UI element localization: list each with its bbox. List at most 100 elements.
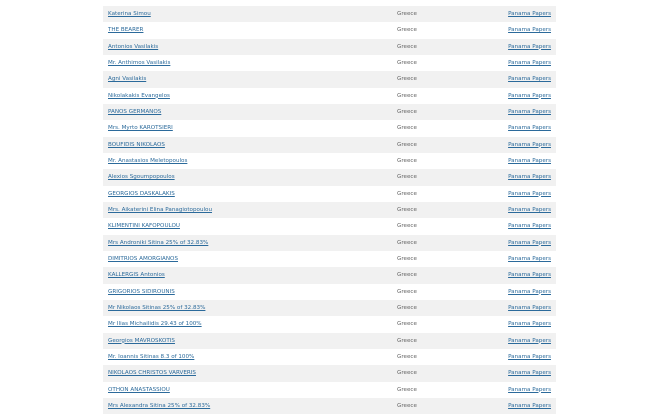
source-link[interactable]: Panama Papers: [508, 174, 551, 181]
table-row: Agni Vasilakis Greece Panama Papers: [103, 71, 556, 88]
entity-name-link[interactable]: Nikolakakis Evangelos: [108, 92, 170, 99]
entity-name-link[interactable]: Mr Ilias Michailidis 29.43 of 100%: [108, 321, 202, 328]
table-row: Katerina Simou Greece Panama Papers: [103, 6, 556, 23]
table-row: THE BEARER Greece Panama Papers: [103, 22, 556, 38]
source-link[interactable]: Panama Papers: [508, 304, 551, 311]
country-cell: Greece: [397, 353, 417, 360]
source-link[interactable]: Panama Papers: [508, 370, 551, 377]
country-cell: Greece: [397, 141, 417, 148]
country-cell: Greece: [397, 125, 417, 132]
table-row: Mr. Anastasios Meletopoulos Greece Panama …: [103, 153, 556, 169]
entity-name-link[interactable]: BOUFIDIS NIKOLAOS: [108, 141, 165, 148]
entity-name-link[interactable]: KALLERGIS Antonios: [108, 272, 165, 279]
table-row: KLIMENTINI KAFOPOULOU Greece Panama Papers: [103, 218, 556, 234]
table-row: GRIGORIOS SIDIROUNIS Greece Panama Papers: [103, 284, 556, 300]
source-link[interactable]: Panama Papers: [508, 255, 551, 262]
table-row: Mrs Androniki Sitina 25% of 32.83% Greece…: [103, 234, 556, 251]
source-link[interactable]: Panama Papers: [508, 59, 551, 66]
table-row: DIMITRIOS AMORGIANOS Greece Panama Papers: [103, 251, 556, 267]
country-cell: Greece: [397, 402, 417, 409]
source-link[interactable]: Panama Papers: [508, 206, 551, 213]
table-row: Antonios Vasilakis Greece Panama Papers: [103, 38, 556, 55]
table-row: Mr Ilias Michailidis 29.43 of 100% Greece…: [103, 316, 556, 332]
country-cell: Greece: [397, 239, 417, 246]
entity-name-link[interactable]: KLIMENTINI KAFOPOULOU: [108, 223, 180, 230]
entity-name-link[interactable]: Mr. Anastasios Meletopoulos: [108, 157, 188, 164]
entity-name-link[interactable]: OTHON ANASTASSIOU: [108, 386, 170, 393]
entity-name-link[interactable]: GEORGIOS DASKALAKIS: [108, 190, 175, 197]
country-cell: Greece: [397, 321, 417, 328]
entity-name-link[interactable]: Antonios Vasilakis: [108, 43, 159, 50]
country-cell: Greece: [397, 59, 417, 66]
country-cell: Greece: [397, 43, 417, 50]
entity-name-link[interactable]: Agni Vasilakis: [108, 76, 147, 83]
source-link[interactable]: Panama Papers: [508, 321, 551, 328]
source-link[interactable]: Panama Papers: [508, 386, 551, 393]
table-row: Alexios Sgoumpopoulos Greece Panama Papers: [103, 169, 556, 186]
country-cell: Greece: [397, 76, 417, 83]
source-link[interactable]: Panama Papers: [508, 190, 551, 197]
table-row: Georgios MAVROSKOTIS Greece Panama Papers: [103, 332, 556, 349]
entity-name-link[interactable]: GRIGORIOS SIDIROUNIS: [108, 288, 175, 295]
country-cell: Greece: [397, 304, 417, 311]
country-cell: Greece: [397, 92, 417, 99]
source-link[interactable]: Panama Papers: [508, 272, 551, 279]
table-row: Mrs. Aikaterini Elina Panagiotopoulou Gre…: [103, 201, 556, 219]
country-cell: Greece: [397, 11, 417, 17]
table-row: GEORGIOS DASKALAKIS Greece Panama Papers: [103, 186, 556, 202]
entity-name-link[interactable]: Mrs. Aikaterini Elina Panagiotopoulou: [108, 206, 213, 213]
entity-name-link[interactable]: Mrs Androniki Sitina 25% of 32.83%: [108, 239, 209, 246]
table-row: OTHON ANASTASSIOU Greece Panama Papers: [103, 382, 556, 398]
entity-name-link[interactable]: Katerina Simou: [108, 11, 151, 17]
source-link[interactable]: Panama Papers: [508, 76, 551, 83]
table-row: Mr. Anthimos Vasilakis Greece Panama Paper…: [103, 55, 556, 71]
country-cell: Greece: [397, 288, 417, 295]
country-cell: Greece: [397, 206, 417, 213]
table-row: NIKOLAOS CHRISTOS VARVERIS Greece Panama P…: [103, 365, 556, 382]
entity-name-link[interactable]: THE BEARER: [108, 27, 144, 34]
entity-name-link[interactable]: Mr. Ioannis Sitinas 8.3 of 100%: [108, 353, 195, 360]
entity-name-link[interactable]: Alexios Sgoumpopoulos: [108, 174, 175, 181]
source-link[interactable]: Panama Papers: [508, 402, 551, 409]
table-row: PANOS GERMANOS Greece Panama Papers: [103, 103, 556, 121]
source-link[interactable]: Panama Papers: [508, 157, 551, 164]
source-link[interactable]: Panama Papers: [508, 92, 551, 99]
source-link[interactable]: Panama Papers: [508, 353, 551, 360]
source-link[interactable]: Panama Papers: [508, 141, 551, 148]
country-cell: Greece: [397, 27, 417, 34]
entity-name-link[interactable]: Mrs Alexandra Sitina 25% of 32.83%: [108, 402, 211, 409]
country-cell: Greece: [397, 174, 417, 181]
table-row: BOUFIDIS NIKOLAOS Greece Panama Papers: [103, 136, 556, 153]
table-row: Mrs Alexandra Sitina 25% of 32.83% Greece…: [103, 397, 556, 415]
table-row: KALLERGIS Antonios Greece Panama Papers: [103, 267, 556, 284]
table-row: Mr Nikolaos Sitinas 25% of 32.83% Greece P…: [103, 299, 556, 317]
results-table: Katerina Simou Greece Panama Papers THE BEA…: [103, 6, 556, 415]
source-link[interactable]: Panama Papers: [508, 223, 551, 230]
entity-name-link[interactable]: NIKOLAOS CHRISTOS VARVERIS: [108, 370, 196, 377]
source-link[interactable]: Panama Papers: [508, 27, 551, 34]
source-link[interactable]: Panama Papers: [508, 108, 551, 115]
country-cell: Greece: [397, 255, 417, 262]
source-link[interactable]: Panama Papers: [508, 43, 551, 50]
source-link[interactable]: Panama Papers: [508, 11, 551, 17]
table-row: Mr. Ioannis Sitinas 8.3 of 100% Greece Pan…: [103, 349, 556, 365]
country-cell: Greece: [397, 190, 417, 197]
source-link[interactable]: Panama Papers: [508, 239, 551, 246]
entity-name-link[interactable]: PANOS GERMANOS: [108, 108, 162, 115]
entity-name-link[interactable]: DIMITRIOS AMORGIANOS: [108, 255, 179, 262]
country-cell: Greece: [397, 370, 417, 377]
source-link[interactable]: Panama Papers: [508, 288, 551, 295]
source-link[interactable]: Panama Papers: [508, 337, 551, 344]
source-link[interactable]: Panama Papers: [508, 125, 551, 132]
country-cell: Greece: [397, 157, 417, 164]
country-cell: Greece: [397, 108, 417, 115]
table-row: Mrs. Myrto KAROTSIERI Greece Panama Papers: [103, 120, 556, 136]
entity-name-link[interactable]: Mr. Anthimos Vasilakis: [108, 59, 171, 66]
entity-name-link[interactable]: Mr Nikolaos Sitinas 25% of 32.83%: [108, 304, 206, 311]
table-row: Nikolakakis Evangelos Greece Panama Papers: [103, 88, 556, 104]
entity-name-link[interactable]: Georgios MAVROSKOTIS: [108, 337, 175, 344]
country-cell: Greece: [397, 386, 417, 393]
country-cell: Greece: [397, 272, 417, 279]
entity-name-link[interactable]: Mrs. Myrto KAROTSIERI: [108, 125, 173, 132]
country-cell: Greece: [397, 337, 417, 344]
